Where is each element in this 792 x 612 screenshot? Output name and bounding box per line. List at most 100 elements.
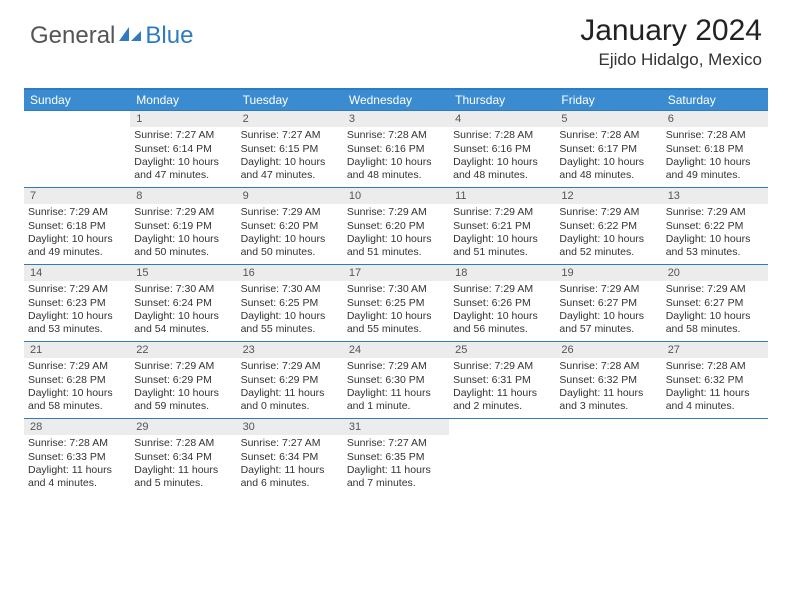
day-cell xyxy=(24,111,130,187)
day-cell: 4Sunrise: 7:28 AMSunset: 6:16 PMDaylight… xyxy=(449,111,555,187)
day-body: Sunrise: 7:29 AMSunset: 6:20 PMDaylight:… xyxy=(237,204,343,264)
day-cell: 1Sunrise: 7:27 AMSunset: 6:14 PMDaylight… xyxy=(130,111,236,187)
weekday-header: Saturday xyxy=(662,90,768,110)
day-cell: 23Sunrise: 7:29 AMSunset: 6:29 PMDayligh… xyxy=(237,342,343,418)
sunset-line: Sunset: 6:28 PM xyxy=(28,374,126,387)
day-cell: 20Sunrise: 7:29 AMSunset: 6:27 PMDayligh… xyxy=(662,265,768,341)
day-number: 21 xyxy=(24,342,130,358)
day-number: 30 xyxy=(237,419,343,435)
day-body: Sunrise: 7:27 AMSunset: 6:35 PMDaylight:… xyxy=(343,435,449,495)
sunrise-line: Sunrise: 7:29 AM xyxy=(28,283,126,296)
sunset-line: Sunset: 6:20 PM xyxy=(347,220,445,233)
daylight-line: Daylight: 10 hours and 51 minutes. xyxy=(453,233,551,260)
day-cell: 27Sunrise: 7:28 AMSunset: 6:32 PMDayligh… xyxy=(662,342,768,418)
day-cell: 15Sunrise: 7:30 AMSunset: 6:24 PMDayligh… xyxy=(130,265,236,341)
day-cell: 21 Sunrise: 7:29 AMSunset: 6:28 PMDayligh… xyxy=(24,342,130,418)
weekday-header: Tuesday xyxy=(237,90,343,110)
sunset-line: Sunset: 6:22 PM xyxy=(559,220,657,233)
sunset-line: Sunset: 6:16 PM xyxy=(453,143,551,156)
daylight-line: Daylight: 10 hours and 48 minutes. xyxy=(347,156,445,183)
day-cell: 12Sunrise: 7:29 AMSunset: 6:22 PMDayligh… xyxy=(555,188,661,264)
sunset-line: Sunset: 6:24 PM xyxy=(134,297,232,310)
daylight-line: Daylight: 11 hours and 0 minutes. xyxy=(241,387,339,414)
day-number: 2 xyxy=(237,111,343,127)
day-number xyxy=(662,419,768,435)
daylight-line: Daylight: 11 hours and 5 minutes. xyxy=(134,464,232,491)
day-cell: 25Sunrise: 7:29 AMSunset: 6:31 PMDayligh… xyxy=(449,342,555,418)
sunrise-line: Sunrise: 7:28 AM xyxy=(559,360,657,373)
day-number: 27 xyxy=(662,342,768,358)
daylight-line: Daylight: 10 hours and 47 minutes. xyxy=(134,156,232,183)
daylight-line: Daylight: 11 hours and 3 minutes. xyxy=(559,387,657,414)
day-number: 16 xyxy=(237,265,343,281)
sunset-line: Sunset: 6:17 PM xyxy=(559,143,657,156)
day-cell: 3Sunrise: 7:28 AMSunset: 6:16 PMDaylight… xyxy=(343,111,449,187)
day-cell xyxy=(449,419,555,495)
day-number: 15 xyxy=(130,265,236,281)
sunrise-line: Sunrise: 7:29 AM xyxy=(347,206,445,219)
sunset-line: Sunset: 6:16 PM xyxy=(347,143,445,156)
day-cell: 29Sunrise: 7:28 AMSunset: 6:34 PMDayligh… xyxy=(130,419,236,495)
day-body: Sunrise: 7:29 AMSunset: 6:22 PMDaylight:… xyxy=(662,204,768,264)
day-number: 1 xyxy=(130,111,236,127)
day-cell: 6Sunrise: 7:28 AMSunset: 6:18 PMDaylight… xyxy=(662,111,768,187)
day-cell: 28Sunrise: 7:28 AMSunset: 6:33 PMDayligh… xyxy=(24,419,130,495)
sunrise-line: Sunrise: 7:29 AM xyxy=(241,206,339,219)
brand-general: General xyxy=(30,22,115,50)
sunset-line: Sunset: 6:30 PM xyxy=(347,374,445,387)
sunrise-line: Sunrise: 7:27 AM xyxy=(241,437,339,450)
day-number: 25 xyxy=(449,342,555,358)
day-number: 6 xyxy=(662,111,768,127)
sunrise-line: Sunrise: 7:30 AM xyxy=(241,283,339,296)
day-cell: 14Sunrise: 7:29 AMSunset: 6:23 PMDayligh… xyxy=(24,265,130,341)
sunset-line: Sunset: 6:26 PM xyxy=(453,297,551,310)
day-number: 28 xyxy=(24,419,130,435)
day-cell: 5Sunrise: 7:28 AMSunset: 6:17 PMDaylight… xyxy=(555,111,661,187)
daylight-line: Daylight: 10 hours and 51 minutes. xyxy=(347,233,445,260)
sunrise-line: Sunrise: 7:29 AM xyxy=(134,206,232,219)
day-body: Sunrise: 7:29 AMSunset: 6:27 PMDaylight:… xyxy=(662,281,768,341)
day-cell: 13Sunrise: 7:29 AMSunset: 6:22 PMDayligh… xyxy=(662,188,768,264)
sunrise-line: Sunrise: 7:27 AM xyxy=(347,437,445,450)
day-number: 23 xyxy=(237,342,343,358)
day-number: 12 xyxy=(555,188,661,204)
week-row: 14Sunrise: 7:29 AMSunset: 6:23 PMDayligh… xyxy=(24,264,768,341)
day-body: Sunrise: 7:29 AMSunset: 6:29 PMDaylight:… xyxy=(237,358,343,418)
day-number: 13 xyxy=(662,188,768,204)
sunrise-line: Sunrise: 7:28 AM xyxy=(134,437,232,450)
sunset-line: Sunset: 6:34 PM xyxy=(134,451,232,464)
day-number: 17 xyxy=(343,265,449,281)
daylight-line: Daylight: 10 hours and 59 minutes. xyxy=(134,387,232,414)
daylight-line: Daylight: 11 hours and 4 minutes. xyxy=(28,464,126,491)
day-number: 9 xyxy=(237,188,343,204)
sunrise-line: Sunrise: 7:29 AM xyxy=(28,206,126,219)
sunrise-line: Sunrise: 7:29 AM xyxy=(453,283,551,296)
sunrise-line: Sunrise: 7:29 AM xyxy=(134,360,232,373)
weekday-header: Monday xyxy=(130,90,236,110)
day-cell: 18Sunrise: 7:29 AMSunset: 6:26 PMDayligh… xyxy=(449,265,555,341)
sunset-line: Sunset: 6:27 PM xyxy=(559,297,657,310)
day-number: 19 xyxy=(555,265,661,281)
day-body: Sunrise: 7:29 AMSunset: 6:22 PMDaylight:… xyxy=(555,204,661,264)
sunrise-line: Sunrise: 7:29 AM xyxy=(347,360,445,373)
daylight-line: Daylight: 10 hours and 47 minutes. xyxy=(241,156,339,183)
weekday-header: Sunday xyxy=(24,90,130,110)
daylight-line: Daylight: 10 hours and 58 minutes. xyxy=(28,387,126,414)
sunset-line: Sunset: 6:20 PM xyxy=(241,220,339,233)
daylight-line: Daylight: 10 hours and 52 minutes. xyxy=(559,233,657,260)
brand-blue: Blue xyxy=(145,22,193,50)
sunset-line: Sunset: 6:33 PM xyxy=(28,451,126,464)
day-body: Sunrise: 7:29 AMSunset: 6:19 PMDaylight:… xyxy=(130,204,236,264)
day-cell: 26Sunrise: 7:28 AMSunset: 6:32 PMDayligh… xyxy=(555,342,661,418)
sunrise-line: Sunrise: 7:29 AM xyxy=(28,360,126,373)
sunrise-line: Sunrise: 7:28 AM xyxy=(347,129,445,142)
sunrise-line: Sunrise: 7:29 AM xyxy=(666,283,764,296)
day-body: Sunrise: 7:29 AMSunset: 6:31 PMDaylight:… xyxy=(449,358,555,418)
day-number: 22 xyxy=(130,342,236,358)
sunrise-line: Sunrise: 7:29 AM xyxy=(453,206,551,219)
sunrise-line: Sunrise: 7:29 AM xyxy=(559,283,657,296)
daylight-line: Daylight: 10 hours and 50 minutes. xyxy=(134,233,232,260)
daylight-line: Daylight: 10 hours and 57 minutes. xyxy=(559,310,657,337)
day-body: Sunrise: 7:29 AMSunset: 6:23 PMDaylight:… xyxy=(24,281,130,341)
day-cell: 17Sunrise: 7:30 AMSunset: 6:25 PMDayligh… xyxy=(343,265,449,341)
